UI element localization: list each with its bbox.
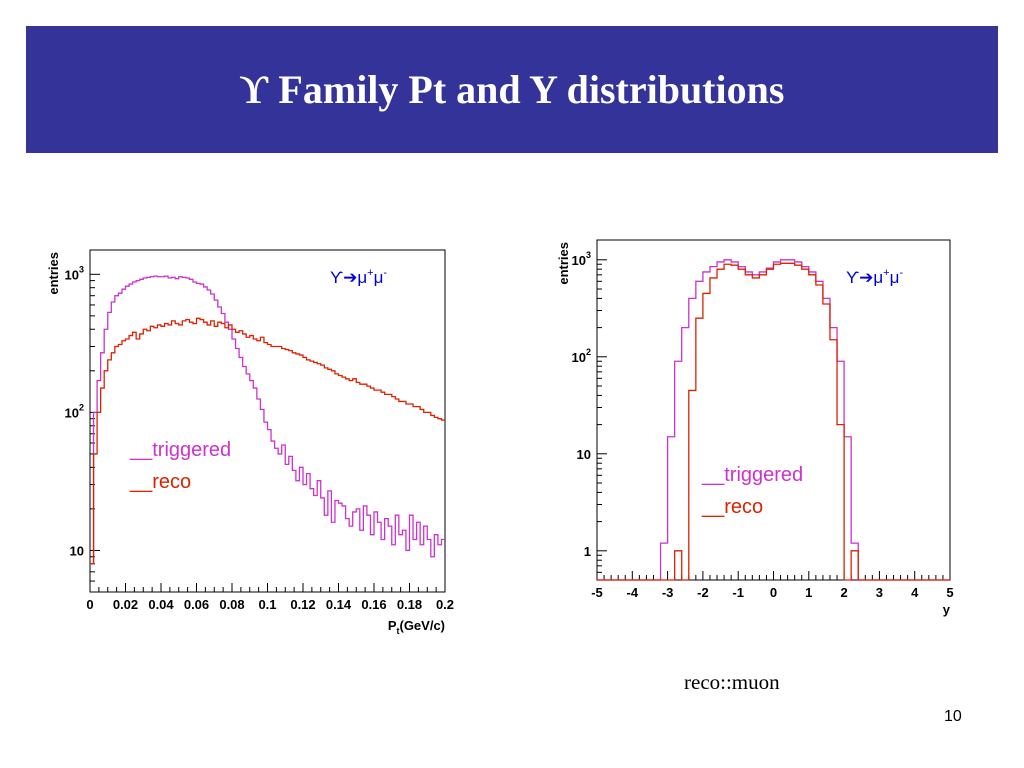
y-decay-annotation: ϒ➔μ+μ-: [846, 267, 903, 287]
y-y-tick-exp: 3: [586, 250, 591, 260]
pt-legend-triggered: __triggered: [129, 439, 231, 461]
pt-decay-annotation-sup: +: [367, 267, 373, 279]
pt-x-tick-label: 0.18: [397, 597, 422, 612]
pt-x-tick-label: 0.16: [361, 597, 386, 612]
y-series-triggered: [597, 259, 950, 581]
y-x-tick-label: 1: [805, 585, 812, 600]
slide-title: ϒ Family Pt and Y distributions: [239, 67, 785, 112]
pt-x-tick-label: 0.2: [436, 597, 454, 612]
pt-decay-annotation: ϒ➔μ+μ-: [330, 267, 387, 287]
y-decay-annotation-sup: -: [899, 267, 903, 279]
pt-x-axis-label-sub: t: [396, 626, 399, 636]
pt-x-tick-label: 0.12: [290, 597, 315, 612]
pt-decay-annotation-main: ϒ➔μ: [330, 268, 367, 287]
y-x-tick-label: 5: [946, 585, 953, 600]
caption: reco::muon: [684, 670, 780, 694]
pt-x-tick-label: 0.04: [148, 597, 174, 612]
title-bar: ϒ Family Pt and Y distributions: [26, 26, 998, 153]
y-x-tick-label: -5: [591, 585, 603, 600]
pt-y-tick-base: 10: [65, 405, 79, 420]
pt-x-axis-label: Pt(GeV/c): [388, 618, 445, 636]
pt-x-axis-label-main: P: [388, 618, 397, 633]
pt-x-axis-label-unit: (GeV/c): [399, 618, 445, 633]
pt-legend-reco: __reco: [129, 471, 191, 493]
y-decay-annotation-mu: μ: [890, 268, 900, 287]
pt-y-axis-label: entries: [46, 252, 61, 295]
y-x-tick-label: 0: [770, 585, 777, 600]
y-series-reco: [597, 262, 950, 581]
pt-x-tick-label: 0.1: [258, 597, 276, 612]
y-y-tick-exp: 2: [586, 347, 591, 357]
pt-series-triggered: [90, 275, 445, 565]
y-y-tick-label: 1: [584, 544, 591, 559]
y-y-axis-label: entries: [556, 242, 571, 285]
pt-y-tick-base: 10: [70, 543, 84, 558]
y-x-axis-label-main: y: [943, 602, 951, 617]
y-legend-reco: __reco: [701, 496, 763, 518]
y-y-tick-label: 10: [577, 447, 591, 462]
pt-x-tick-label: 0.06: [184, 597, 209, 612]
y-x-tick-label: 3: [876, 585, 883, 600]
pt-y-tick-label: 10: [70, 543, 84, 558]
y-y-tick-label: 102: [572, 347, 591, 365]
page-number: 10: [944, 708, 962, 725]
y-legend-triggered: __triggered: [701, 464, 803, 486]
pt-series-reco: [90, 317, 445, 565]
y-x-tick-label: -1: [732, 585, 744, 600]
pt-x-tick-label: 0.02: [113, 597, 138, 612]
y-decay-annotation-main: ϒ➔μ: [846, 268, 883, 287]
pt-x-tick-label: 0: [86, 597, 93, 612]
pt-x-tick-label: 0.14: [326, 597, 352, 612]
y-y-tick-base: 1: [584, 544, 591, 559]
y-x-tick-label: -4: [627, 585, 639, 600]
pt-x-tick-label: 0.08: [219, 597, 244, 612]
y-x-tick-label: 4: [911, 585, 919, 600]
pt-y-tick-label: 103: [65, 264, 84, 282]
y-y-tick-base: 10: [572, 350, 586, 365]
y-y-tick-base: 10: [572, 253, 586, 268]
pt-decay-annotation-mu: μ: [374, 268, 384, 287]
y-x-tick-label: -3: [662, 585, 674, 600]
y-plot-frame: [596, 239, 951, 581]
pt-decay-annotation-sup: -: [383, 267, 387, 279]
pt-y-tick-exp: 2: [79, 402, 84, 412]
y-x-tick-label: -2: [697, 585, 709, 600]
pt-y-tick-label: 102: [65, 402, 84, 420]
y-x-axis-label: y: [943, 602, 951, 617]
pt-y-tick-base: 10: [65, 267, 79, 282]
pt-y-tick-exp: 3: [79, 264, 84, 274]
y-x-tick-label: 2: [840, 585, 847, 600]
y-y-tick-label: 103: [572, 250, 591, 268]
y-decay-annotation-sup: +: [883, 267, 889, 279]
y-y-tick-base: 10: [577, 447, 591, 462]
